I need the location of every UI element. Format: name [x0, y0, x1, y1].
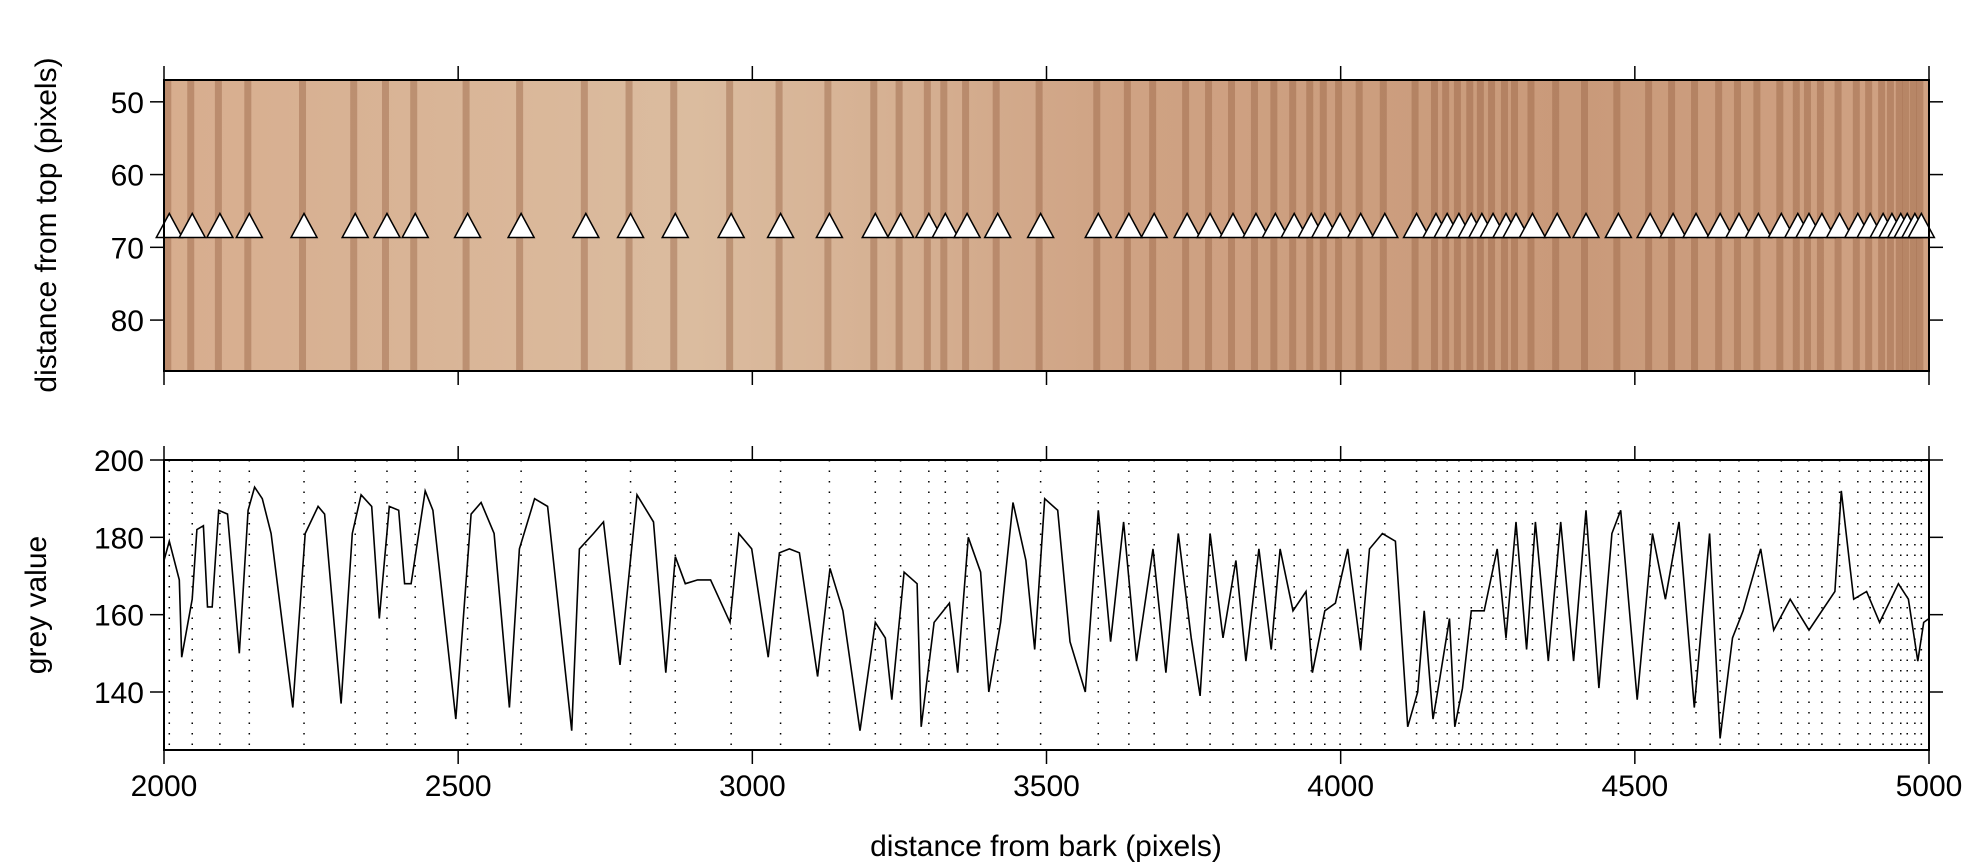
ring-marker — [1172, 211, 1202, 239]
ring-marker — [1139, 211, 1169, 239]
y-tick-label: 60 — [111, 160, 144, 193]
ring-marker — [983, 211, 1012, 239]
ring-marker — [453, 211, 482, 239]
ring-marker — [1705, 211, 1735, 239]
y-tick-label: 180 — [94, 522, 144, 555]
ring-marker — [1635, 211, 1665, 239]
ring-marker — [1241, 211, 1271, 239]
ring-marker — [1744, 211, 1773, 239]
grey-value-line — [163, 485, 1930, 739]
ring-marker — [235, 211, 264, 239]
ring-marker — [1195, 211, 1225, 239]
plot-frame — [163, 79, 1930, 372]
ring-marker — [177, 211, 207, 239]
ring-marker — [1907, 211, 1936, 239]
ring-marker — [372, 211, 402, 239]
ring-marker — [1026, 211, 1055, 239]
ring-marker — [815, 211, 844, 239]
ring-marker — [1261, 211, 1290, 239]
ring-marker — [155, 211, 184, 239]
x-tick-label: 3500 — [1013, 770, 1080, 803]
ring-marker — [931, 211, 960, 239]
x-tick-label: 2500 — [425, 770, 492, 803]
x-axis-label: distance from bark (pixels) — [870, 830, 1222, 863]
ring-marker — [1542, 211, 1572, 239]
ring-marker — [766, 211, 795, 239]
ring-marker — [716, 211, 746, 239]
ring-marker — [1571, 211, 1601, 239]
y-axis-label: grey value — [20, 536, 53, 674]
ring-marker — [289, 211, 319, 239]
ring-marker — [1325, 211, 1355, 239]
x-tick-label: 4500 — [1601, 770, 1668, 803]
ring-marker — [1218, 211, 1248, 239]
ring-marker — [952, 211, 982, 239]
y-axis-label: distance from top (pixels) — [30, 57, 63, 392]
ring-marker — [1807, 211, 1837, 239]
ring-marker — [861, 211, 890, 239]
x-tick-label: 4000 — [1307, 770, 1374, 803]
ring-marker — [1518, 211, 1547, 239]
ring-marker — [506, 211, 536, 239]
y-tick-label: 160 — [94, 600, 144, 633]
ring-marker — [1658, 211, 1688, 239]
ring-marker — [1114, 211, 1144, 239]
ring-marker — [1084, 211, 1113, 239]
x-tick-label: 3000 — [719, 770, 786, 803]
ring-marker — [205, 211, 235, 239]
ring-marker — [886, 211, 915, 239]
ring-marker — [1604, 211, 1633, 239]
x-tick-label: 5000 — [1896, 770, 1963, 803]
y-tick-label: 70 — [111, 232, 144, 265]
x-tick-label: 2000 — [131, 770, 198, 803]
y-tick-label: 140 — [94, 677, 144, 710]
ring-marker — [1402, 211, 1431, 239]
ring-marker — [1825, 211, 1854, 239]
ring-marker — [400, 211, 430, 239]
ring-marker — [1370, 211, 1400, 239]
ring-marker — [1681, 211, 1711, 239]
ring-marker — [616, 211, 645, 239]
y-tick-label: 80 — [111, 305, 144, 338]
ring-marker — [1724, 211, 1754, 239]
ring-marker — [1346, 211, 1375, 239]
y-tick-label: 200 — [94, 445, 144, 478]
plot-frame — [163, 459, 1930, 751]
ring-marker — [571, 211, 601, 239]
y-tick-label: 50 — [111, 87, 144, 120]
ring-marker — [661, 211, 690, 239]
ring-marker — [340, 211, 370, 239]
